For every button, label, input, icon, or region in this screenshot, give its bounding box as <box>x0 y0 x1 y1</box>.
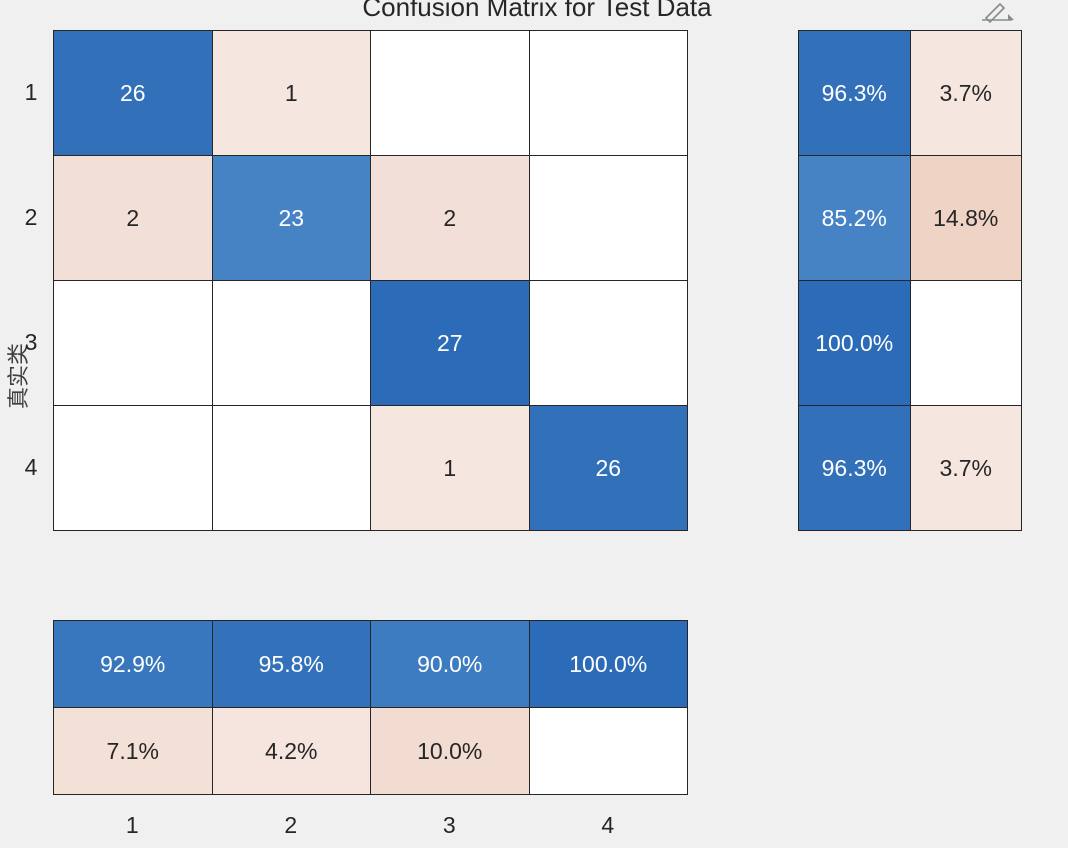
matrix-cell-2-4 <box>528 155 688 281</box>
row-summary-incorrect-4: 3.7% <box>909 405 1022 531</box>
row-summary-correct-1: 96.3% <box>798 30 911 156</box>
column-summary-incorrect-2: 4.2% <box>211 707 371 795</box>
matrix-cell-4-2 <box>211 405 371 531</box>
matrix-cell-1-4 <box>528 30 688 156</box>
row-summary-correct-2: 85.2% <box>798 155 911 281</box>
matrix-cell-4-1 <box>53 405 213 531</box>
matrix-cell-2-2: 23 <box>211 155 371 281</box>
y-tick-label-3: 3 <box>24 328 38 355</box>
column-summary-correct-4: 100.0% <box>528 620 688 708</box>
x-tick-label-2: 2 <box>284 812 298 838</box>
row-summary-incorrect-2: 14.8% <box>909 155 1022 281</box>
column-summary-incorrect-1: 7.1% <box>53 707 213 795</box>
row-summary-correct-4: 96.3% <box>798 405 911 531</box>
matrix-cell-1-3 <box>370 30 530 156</box>
x-tick-label-4: 4 <box>601 812 615 838</box>
column-summary-incorrect-3: 10.0% <box>370 707 530 795</box>
row-summary-incorrect-3 <box>909 280 1022 406</box>
y-tick-label-1: 1 <box>24 78 38 105</box>
matrix-cell-3-4 <box>528 280 688 406</box>
row-summary-incorrect-1: 3.7% <box>909 30 1022 156</box>
matrix-cell-3-3: 27 <box>370 280 530 406</box>
matrix-cell-4-3: 1 <box>370 405 530 531</box>
x-tick-label-3: 3 <box>442 812 456 838</box>
column-summary-incorrect-4 <box>528 707 688 795</box>
matrix-cell-2-1: 2 <box>53 155 213 281</box>
edit-plot-icon[interactable] <box>978 0 1018 24</box>
column-summary-correct-3: 90.0% <box>370 620 530 708</box>
y-tick-label-4: 4 <box>24 453 38 480</box>
row-summary-correct-3: 100.0% <box>798 280 911 406</box>
column-summary-correct-1: 92.9% <box>53 620 213 708</box>
x-tick-label-1: 1 <box>125 812 139 838</box>
chart-title: Confusion Matrix for Test Data <box>362 0 712 22</box>
matrix-cell-2-3: 2 <box>370 155 530 281</box>
matrix-cell-3-2 <box>211 280 371 406</box>
matrix-cell-3-1 <box>53 280 213 406</box>
column-summary-correct-2: 95.8% <box>211 620 371 708</box>
matrix-cell-1-2: 1 <box>211 30 371 156</box>
matrix-cell-1-1: 26 <box>53 30 213 156</box>
matrix-cell-4-4: 26 <box>528 405 688 531</box>
y-tick-label-2: 2 <box>24 203 38 230</box>
